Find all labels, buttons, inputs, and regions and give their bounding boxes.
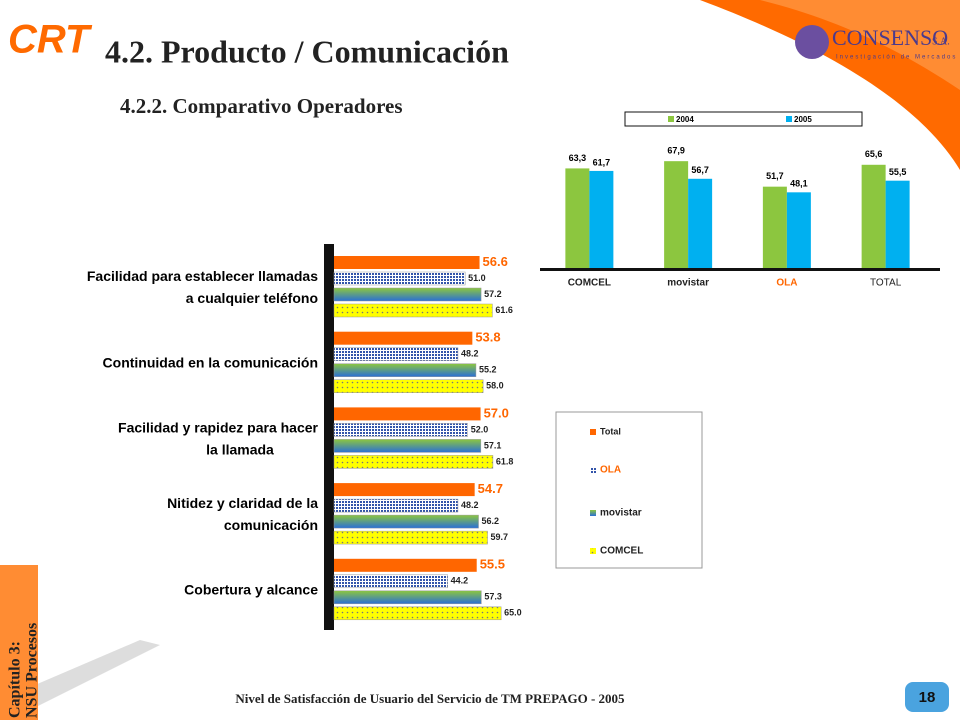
- company-suffix: S.A.: [932, 36, 950, 47]
- legend-label: COMCEL: [600, 546, 643, 557]
- value-label: 65,6: [865, 149, 883, 159]
- footer: Nivel de Satisfacción de Usuario del Ser…: [235, 691, 625, 706]
- company: CONSENSO: [832, 25, 948, 50]
- category-label: Cobertura y alcance: [184, 582, 318, 598]
- subtitle: 4.2.2. Comparativo Operadores: [120, 94, 403, 118]
- page-number-bg: [905, 682, 949, 712]
- x-tick-label: TOTAL: [870, 278, 902, 289]
- value-label: 67,9: [667, 146, 685, 156]
- value-label: 63,3: [569, 153, 587, 163]
- axis-line: [324, 244, 334, 630]
- value-label: 48.2: [461, 500, 479, 510]
- side-label: Capítulo 3:: [7, 641, 24, 718]
- company-logo-mark: [795, 25, 829, 59]
- page-number: 18: [919, 689, 936, 706]
- value-label: 57.3: [484, 592, 502, 602]
- side-label-bg: [0, 565, 38, 720]
- bar: [333, 363, 477, 377]
- value-label: 61.6: [495, 305, 513, 315]
- value-label: 55.5: [480, 557, 505, 572]
- bar: [333, 606, 502, 621]
- bar: [885, 180, 910, 268]
- value-label: 56.6: [483, 254, 508, 269]
- bar: [333, 455, 494, 469]
- bar: [786, 192, 811, 268]
- bar: [565, 168, 590, 268]
- value-label: 52.0: [471, 424, 489, 434]
- bar: [333, 514, 479, 529]
- title: 4.2. Producto / Comunicación: [105, 33, 509, 69]
- logo: CRT: [8, 18, 93, 62]
- bar: [333, 379, 484, 393]
- bar: [333, 439, 482, 453]
- value-label: 54.7: [478, 481, 503, 496]
- bar: [333, 347, 459, 361]
- legend-label: OLA: [600, 465, 621, 476]
- bar: [334, 331, 473, 345]
- legend-swatch: [786, 116, 792, 122]
- value-label: 51,7: [766, 171, 784, 181]
- value-label: 48,1: [790, 179, 808, 189]
- value-label: 57.1: [484, 440, 502, 450]
- value-label: 56.2: [482, 516, 500, 526]
- value-label: 55,5: [889, 167, 907, 177]
- bar: [333, 498, 459, 513]
- legend-swatch: [668, 116, 674, 122]
- legend-swatch: [590, 467, 596, 473]
- legend-swatch: [590, 510, 596, 516]
- legend-box: [555, 411, 703, 569]
- bar: [861, 164, 886, 268]
- side-label: NSU Procesos: [24, 623, 41, 718]
- legend-label: 2004: [676, 115, 694, 124]
- baseline: [540, 268, 940, 271]
- value-label: 58.0: [486, 381, 504, 391]
- category-label: Continuidad en la comunicación: [103, 354, 318, 370]
- bar: [688, 178, 713, 268]
- bar: [334, 256, 480, 269]
- legend-label: Total: [600, 426, 621, 436]
- bar: [664, 161, 689, 268]
- value-label: 61,7: [593, 157, 611, 167]
- bar: [333, 423, 468, 437]
- value-label: 57.2: [484, 289, 502, 299]
- value-label: 48.2: [461, 349, 479, 359]
- bar: [762, 186, 787, 268]
- legend-label: 2005: [794, 115, 812, 124]
- value-label: 57.0: [484, 405, 509, 420]
- bar: [334, 558, 477, 572]
- bar: [333, 590, 482, 605]
- bar: [334, 407, 481, 421]
- x-tick-label: COMCEL: [568, 278, 611, 289]
- corner-decoration: [760, 0, 960, 90]
- category-label: Facilidad para establecer llamadas a cual…: [87, 268, 318, 306]
- category-label: Facilidad y rapidez para hacer la llamada: [118, 419, 319, 457]
- legend-swatch: [590, 548, 596, 554]
- legend-label: movistar: [600, 508, 642, 519]
- side-decoration: [0, 640, 160, 720]
- bar: [333, 530, 488, 545]
- value-label: 65.0: [504, 608, 522, 618]
- bar: [333, 287, 482, 302]
- bar: [333, 271, 466, 286]
- legend-box: [624, 111, 863, 127]
- category-label: Nitidez y claridad de la comunicación: [167, 495, 318, 533]
- x-tick-label: movistar: [667, 278, 709, 289]
- bar: [333, 303, 493, 318]
- value-label: 59.7: [491, 532, 509, 542]
- bar: [589, 170, 614, 268]
- value-label: 53.8: [475, 330, 500, 345]
- value-label: 44.2: [451, 576, 469, 586]
- value-label: 56,7: [691, 165, 709, 175]
- value-label: 61.8: [496, 456, 514, 466]
- company-tagline: Investigación de Mercados: [836, 55, 957, 61]
- value-label: 55.2: [479, 365, 497, 375]
- bar: [334, 483, 475, 497]
- legend-swatch: [590, 429, 596, 435]
- bar: [333, 574, 448, 589]
- value-label: 51.0: [468, 273, 486, 283]
- x-tick-label: OLA: [776, 278, 797, 289]
